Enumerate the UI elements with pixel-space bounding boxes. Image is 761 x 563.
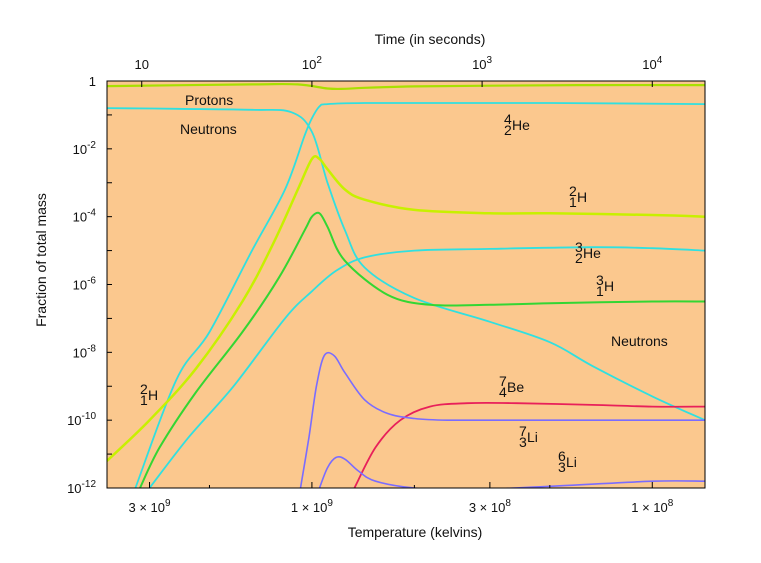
series-line-4-32he (148, 246, 705, 488)
x-axis-title: Temperature (kelvins) (348, 524, 483, 540)
svg-text:3: 3 (519, 434, 527, 450)
curve-label-li6: 63 Li (558, 448, 577, 475)
svg-text:2: 2 (504, 122, 512, 138)
svg-text:Be: Be (507, 379, 524, 395)
svg-text:Neutrons: Neutrons (180, 121, 237, 137)
svg-text:1: 1 (569, 194, 577, 210)
curve-label-neutrons-top: Neutrons (180, 121, 237, 137)
svg-text:3: 3 (558, 459, 566, 475)
y-tick-label: 10-8 (73, 343, 97, 360)
series-line-7-73li (299, 351, 705, 488)
curve-label-h2-left: 21 H (140, 381, 158, 408)
series-line-2-42he (134, 102, 705, 488)
svg-text:Li: Li (527, 429, 538, 445)
axes-layer: 1 10-2 10-4 10-6 10-8 10-10 10-12 3 × 109 1 × 10… (67, 55, 706, 515)
svg-text:He: He (583, 245, 601, 261)
curve-label-he4: 42 He (504, 111, 530, 138)
x-tick-label: 3 × 109 (128, 498, 171, 515)
series-line-1-neutrons (107, 107, 705, 422)
curve-label-neutrons-right: Neutrons (611, 333, 668, 349)
svg-text:1: 1 (596, 283, 604, 299)
x2-tick-label: 104 (642, 55, 662, 72)
y-tick-label: 10-10 (67, 411, 96, 428)
y-tick-label: 1 (89, 74, 96, 89)
svg-text:1: 1 (140, 392, 148, 408)
svg-text:4: 4 (504, 111, 512, 127)
x2-tick-label: 102 (302, 55, 322, 72)
svg-text:3: 3 (596, 272, 604, 288)
svg-text:H: H (577, 189, 587, 205)
y-tick-label: 10-12 (67, 479, 96, 496)
series-line-8-63li (318, 456, 705, 488)
curve-label-li7: 73 Li (519, 423, 538, 450)
series-line-3-21h (107, 155, 705, 463)
x2-tick-label: 10 (135, 57, 149, 72)
x2-axis-title: Time (in seconds) (375, 31, 486, 47)
svg-text:2: 2 (575, 250, 583, 266)
svg-text:2: 2 (140, 381, 148, 397)
curve-label-h3: 31 H (596, 272, 614, 299)
x-tick-label: 1 × 108 (631, 498, 674, 515)
series-line-6-74be (353, 401, 705, 488)
svg-text:H: H (148, 387, 158, 403)
curve-label-protons: Protons (185, 92, 233, 108)
y-tick-label: 10-2 (73, 140, 97, 157)
svg-text:4: 4 (499, 384, 507, 400)
svg-text:7: 7 (499, 373, 507, 389)
svg-text:H: H (604, 278, 614, 294)
svg-text:2: 2 (569, 183, 577, 199)
svg-text:3: 3 (575, 239, 583, 255)
x2-tick-label: 103 (472, 55, 492, 72)
y-tick-label: 10-4 (73, 208, 97, 225)
curve-label-he3: 32 He (575, 239, 601, 266)
x-tick-label: 3 × 108 (469, 498, 512, 515)
svg-text:Neutrons: Neutrons (611, 333, 668, 349)
series-line-5-31h (139, 211, 705, 488)
series-layer (107, 82, 705, 488)
curve-label-be7: 74 Be (499, 373, 524, 400)
x-tick-label: 1 × 109 (291, 498, 334, 515)
svg-text:He: He (512, 117, 530, 133)
y-axis-title: Fraction of total mass (33, 193, 49, 327)
svg-text:Protons: Protons (185, 92, 233, 108)
y-tick-label: 10-6 (73, 276, 97, 293)
series-line-0-protons (107, 82, 705, 91)
curve-label-h2-right: 21 H (569, 183, 587, 210)
svg-text:Li: Li (566, 454, 577, 470)
svg-text:7: 7 (519, 423, 527, 439)
svg-text:6: 6 (558, 448, 566, 464)
